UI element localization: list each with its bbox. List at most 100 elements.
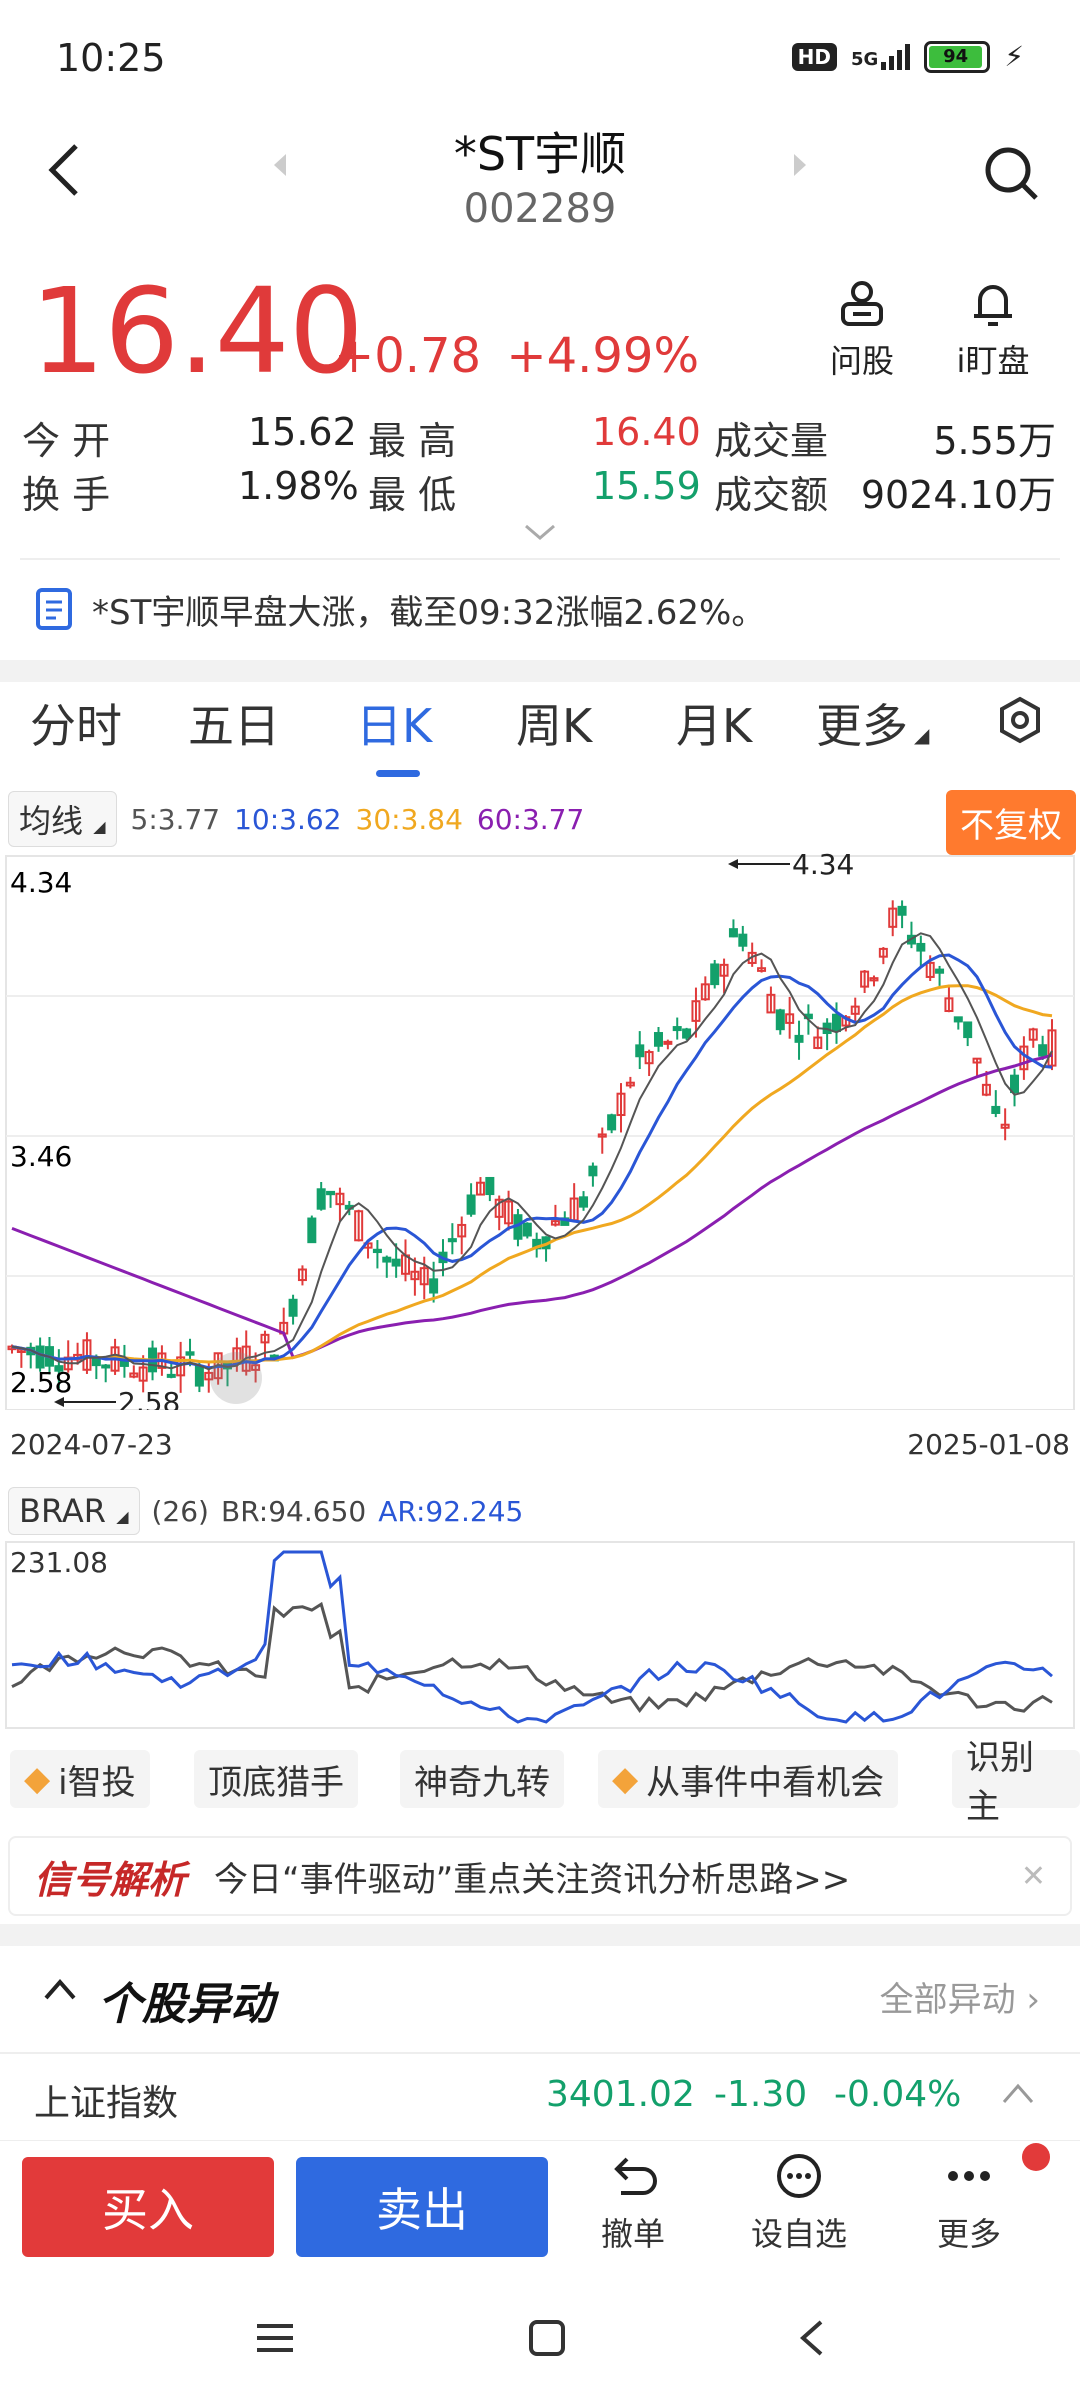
- candle-body: [54, 1365, 64, 1372]
- candle-body: [616, 1092, 626, 1117]
- brar-chart[interactable]: 231.08: [0, 1540, 1080, 1730]
- chart-tabs: 分时 五日 日K 周K 月K 更多 ◢: [0, 690, 1080, 770]
- expand-chevron-icon[interactable]: [522, 522, 558, 546]
- all-events-link[interactable]: 全部异动 ›: [879, 1980, 1040, 2020]
- search-icon[interactable]: [982, 144, 1042, 208]
- add-watchlist-button[interactable]: 设自选: [734, 2151, 864, 2255]
- news-text: *ST宇顺早盘大涨，截至09:32涨幅2.62%。: [92, 592, 766, 633]
- candle-body: [316, 1188, 326, 1210]
- chip-smart-invest[interactable]: ◆ i智投: [10, 1750, 150, 1808]
- candle-body: [307, 1217, 317, 1244]
- watch-plate-button[interactable]: i盯盘: [948, 278, 1038, 382]
- index-pct: -0.04%: [834, 2074, 962, 2115]
- indicator-dropdown[interactable]: BRAR ◢: [8, 1487, 140, 1535]
- adjust-mode-button[interactable]: 不复权: [946, 790, 1076, 855]
- high-label: 最 高: [368, 419, 457, 463]
- candle-body: [663, 1040, 673, 1045]
- low-label: 最 低: [368, 473, 457, 517]
- candle-body: [972, 1057, 982, 1064]
- chip-bottom-hunter[interactable]: 顶底猎手: [194, 1750, 358, 1808]
- index-row[interactable]: 上证指数 3401.02 -1.30 -0.04%: [0, 2052, 1080, 2140]
- ask-stock-button[interactable]: 问股: [822, 278, 902, 382]
- br-line: [11, 1601, 1053, 1714]
- volume-value: 5.55万: [933, 419, 1056, 463]
- candle-body: [429, 1278, 439, 1294]
- candle-body: [326, 1190, 336, 1196]
- ar-line: [11, 1550, 1053, 1724]
- candle-body: [691, 1000, 701, 1022]
- ma30-label: 30:3.84: [355, 802, 463, 836]
- index-value: 3401.02: [546, 2074, 695, 2115]
- candlestick-chart[interactable]: 4.34 3.46 2.58 4.34 2.58: [0, 850, 1080, 1410]
- back-button[interactable]: [44, 140, 84, 204]
- candle-body: [101, 1364, 111, 1369]
- ma10-label: 10:3.62: [234, 802, 342, 836]
- candle-body: [775, 1009, 785, 1031]
- cancel-order-button[interactable]: 撤单: [568, 2151, 698, 2255]
- sell-button[interactable]: 卖出: [296, 2157, 548, 2257]
- chip-event-opportunity[interactable]: ◆ 从事件中看机会: [598, 1750, 899, 1808]
- collapse-chevron-icon[interactable]: [42, 1976, 78, 2006]
- candle-body: [391, 1258, 401, 1267]
- menu-icon[interactable]: [253, 2320, 297, 2360]
- candle-body: [419, 1267, 429, 1286]
- next-stock-icon[interactable]: [790, 150, 810, 184]
- prev-stock-icon[interactable]: [270, 150, 290, 184]
- tab-daily-k[interactable]: 日K: [356, 699, 433, 753]
- tab-weekly-k[interactable]: 周K: [516, 699, 593, 753]
- ma60-label: 60:3.77: [476, 802, 585, 836]
- close-icon[interactable]: ✕: [1020, 1858, 1046, 1894]
- chevron-up-icon[interactable]: [1000, 2080, 1036, 2110]
- home-icon[interactable]: [527, 2318, 567, 2362]
- candle-body: [794, 1034, 804, 1043]
- candle-body: [129, 1372, 139, 1378]
- hd-icon: HD: [791, 42, 838, 71]
- chip-identify[interactable]: 识别主: [952, 1738, 1080, 1827]
- candle-body: [925, 961, 935, 978]
- high-value: 16.40: [592, 410, 701, 454]
- candle-body: [672, 1026, 682, 1032]
- signal-banner[interactable]: 信号解析 今日“事件驱动”重点关注资讯分析思路>> ✕: [8, 1836, 1072, 1916]
- tab-five-day[interactable]: 五日: [188, 699, 280, 753]
- ma-dropdown[interactable]: 均线 ◢: [8, 791, 117, 847]
- back-nav-icon[interactable]: [797, 2318, 827, 2362]
- candle-body: [260, 1333, 270, 1344]
- candle-body: [850, 1005, 860, 1015]
- candle-body: [579, 1196, 589, 1208]
- turnover-value: 1.98%: [238, 464, 359, 508]
- candle-body: [494, 1198, 504, 1218]
- more-button[interactable]: 更多: [904, 2151, 1034, 2255]
- candle-body: [981, 1083, 991, 1096]
- price-change: +0.78 +4.99%: [334, 328, 699, 384]
- x-axis-end: 2025-01-08: [907, 1428, 1070, 1461]
- tab-minute[interactable]: 分时: [30, 699, 122, 753]
- candle-body: [1047, 1029, 1057, 1067]
- candle-body: [204, 1371, 214, 1381]
- candle-body: [597, 1133, 607, 1138]
- candle-body: [653, 1032, 663, 1047]
- change-percent: +4.99%: [506, 328, 700, 384]
- ask-stock-label: 问股: [829, 342, 894, 380]
- battery-icon: 94: [924, 40, 991, 73]
- robot-icon: [841, 281, 883, 326]
- volume-label: 成交量: [714, 419, 829, 463]
- news-banner[interactable]: *ST宇顺早盘大涨，截至09:32涨幅2.62%。: [20, 568, 1060, 650]
- add-watchlist-label: 设自选: [750, 2215, 847, 2253]
- section-gap: [0, 660, 1080, 682]
- tab-monthly-k[interactable]: 月K: [676, 699, 753, 753]
- chip-magic-nine[interactable]: 神奇九转: [400, 1750, 564, 1808]
- candle-body: [466, 1194, 476, 1215]
- ma10-line: [11, 953, 1053, 1370]
- signal-title: 信号解析: [34, 1857, 187, 1902]
- candle-body: [1028, 1028, 1038, 1041]
- ma5-label: 5:3.77: [130, 802, 221, 836]
- more-circle-icon: [777, 2154, 821, 2198]
- divider: [20, 558, 1060, 560]
- buy-button[interactable]: 买入: [22, 2157, 274, 2257]
- diamond-icon: ◆: [24, 1759, 51, 1799]
- charging-icon: ⚡: [1004, 40, 1024, 73]
- change-value: +0.78: [334, 328, 482, 384]
- tab-more[interactable]: 更多 ◢: [816, 699, 930, 753]
- settings-icon[interactable]: [996, 696, 1044, 755]
- candle-body: [1010, 1074, 1020, 1094]
